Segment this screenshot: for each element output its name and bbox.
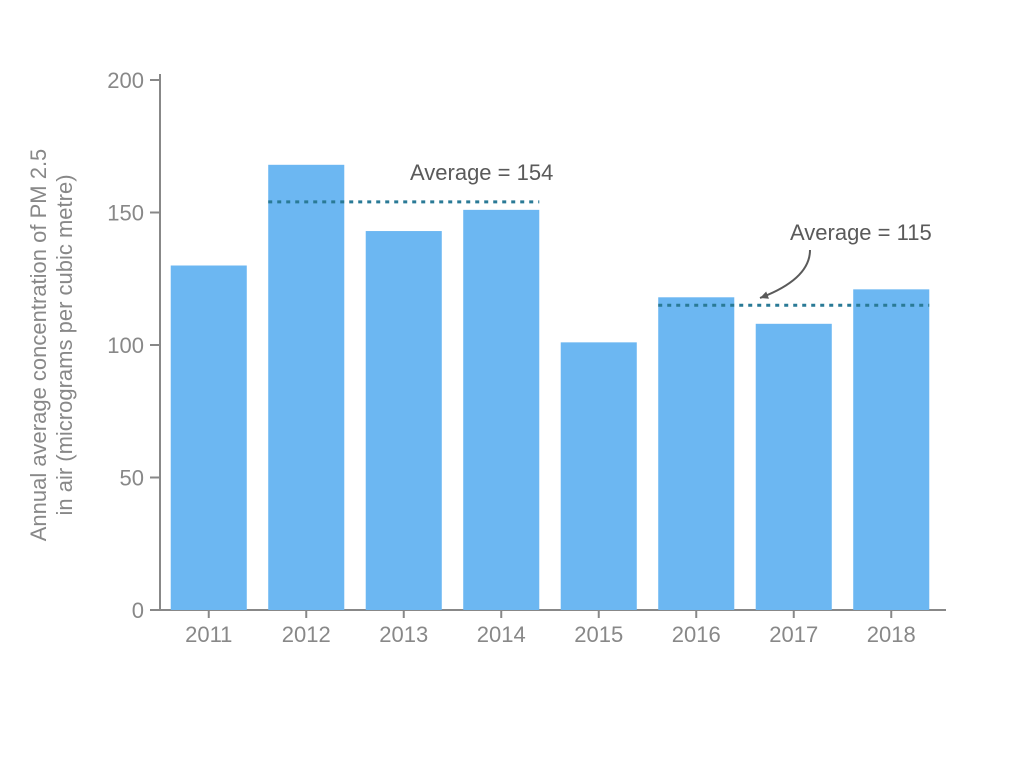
x-tick-label: 2012 bbox=[282, 622, 331, 647]
x-tick-label: 2018 bbox=[867, 622, 916, 647]
bar-2011 bbox=[171, 266, 247, 611]
x-tick-label: 2011 bbox=[185, 622, 232, 647]
y-tick-label: 0 bbox=[132, 598, 144, 623]
bar-2014 bbox=[463, 210, 539, 610]
bar-2013 bbox=[366, 231, 442, 610]
x-tick-label: 2014 bbox=[477, 622, 526, 647]
x-tick-label: 2017 bbox=[769, 622, 818, 647]
x-tick-label: 2013 bbox=[379, 622, 428, 647]
y-tick-label: 200 bbox=[107, 68, 144, 93]
bar-2012 bbox=[268, 165, 344, 610]
svg-text:in air (micrograms per cubic m: in air (micrograms per cubic metre) bbox=[52, 174, 77, 515]
y-tick-label: 100 bbox=[107, 333, 144, 358]
avg-115-label: Average = 115 bbox=[790, 220, 932, 245]
bar-2017 bbox=[756, 324, 832, 610]
pm25-bar-chart: 0 50 100 150 200 Annual average concentration… bbox=[0, 0, 1024, 768]
avg-154-label: Average = 154 bbox=[410, 160, 553, 185]
bar-2018 bbox=[853, 289, 929, 610]
y-tick-label: 50 bbox=[120, 466, 144, 491]
x-tick-label: 2015 bbox=[574, 622, 623, 647]
y-axis-title: Annual average concentration of PM 2.5in… bbox=[26, 149, 77, 542]
bar-2015 bbox=[561, 342, 637, 610]
bar-2016 bbox=[658, 297, 734, 610]
svg-text:Annual average concentration o: Annual average concentration of PM 2.5 bbox=[26, 149, 51, 542]
x-tick-label: 2016 bbox=[672, 622, 721, 647]
y-tick-label: 150 bbox=[107, 201, 144, 226]
